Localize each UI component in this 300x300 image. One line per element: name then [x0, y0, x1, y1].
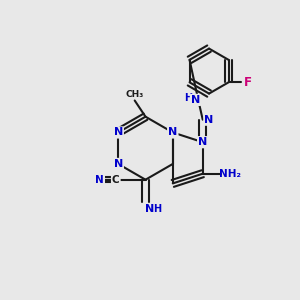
- Text: N: N: [114, 128, 123, 137]
- Text: N: N: [168, 128, 177, 137]
- Text: N: N: [95, 175, 104, 185]
- Text: CH₃: CH₃: [126, 90, 144, 99]
- Text: C: C: [112, 175, 120, 185]
- Text: N: N: [146, 204, 154, 214]
- Text: N: N: [114, 159, 123, 169]
- Text: F: F: [243, 76, 251, 89]
- Text: N: N: [198, 137, 207, 147]
- Text: NH₂: NH₂: [219, 169, 241, 179]
- Text: H: H: [153, 204, 161, 214]
- Text: N: N: [191, 95, 200, 105]
- Text: H: H: [184, 93, 192, 103]
- Text: N: N: [204, 115, 214, 125]
